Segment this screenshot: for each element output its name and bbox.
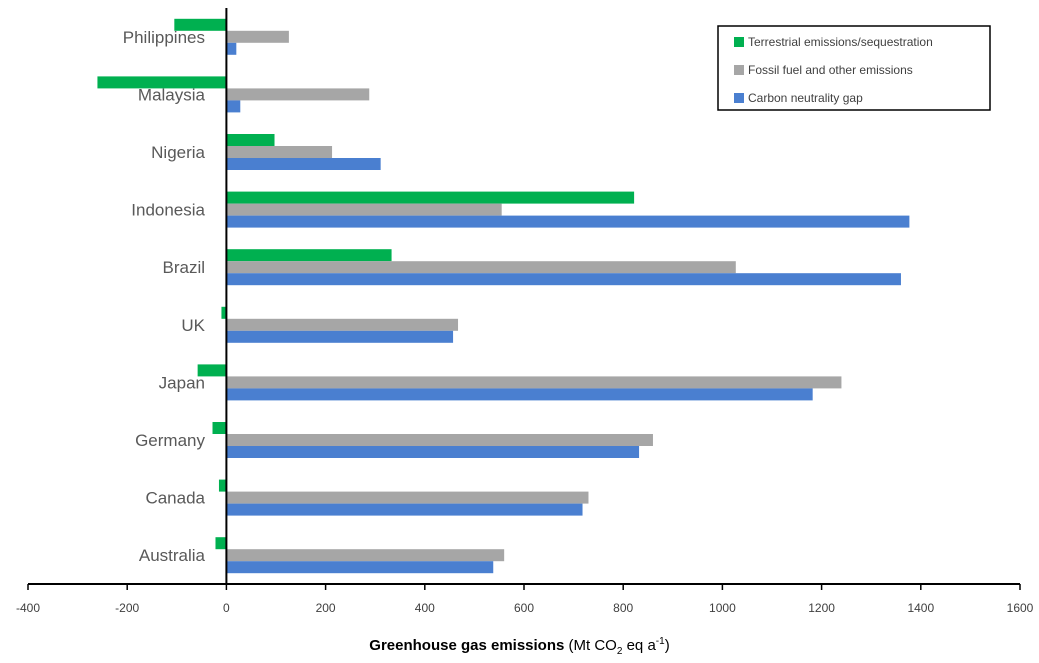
bar-australia-series-2 (226, 561, 494, 574)
bar-philippines-series-2 (226, 42, 237, 55)
bar-philippines-series-1 (226, 30, 289, 43)
x-tick-label-8: 1200 (808, 601, 835, 615)
bar-canada-series-2 (226, 503, 583, 516)
legend-box (717, 25, 991, 111)
bar-japan-series-0 (197, 364, 227, 377)
bar-malaysia-series-0 (97, 76, 227, 89)
bar-canada-series-0 (218, 479, 227, 492)
legend-swatch-0 (734, 37, 744, 47)
bar-indonesia-series-0 (226, 191, 635, 204)
bar-japan-series-2 (226, 388, 813, 401)
legend: Terrestrial emissions/sequestration Fossi… (717, 25, 991, 111)
category-label-japan: Japan (159, 373, 205, 392)
bar-canada-series-1 (226, 491, 589, 504)
x-tick-label-9: 1400 (907, 601, 934, 615)
category-label-canada: Canada (145, 489, 205, 508)
bar-germany-series-1 (226, 434, 653, 446)
x-tick-label-1: -200 (115, 601, 139, 615)
x-axis-label: Greenhouse gas emissions (Mt CO2 eq a-1) (0, 636, 1039, 657)
category-labels: Philippines Malaysia Nigeria Indonesia Brazi… (123, 28, 206, 565)
x-axis-label-unit-sub: 2 (616, 646, 623, 657)
legend-swatch-2 (734, 93, 744, 103)
category-label-philippines: Philippines (123, 28, 205, 47)
bar-germany-series-0 (212, 422, 227, 434)
x-axis-label-unit-suffix: ) (664, 637, 670, 654)
axes-group: -400 -200 0 200 400 600 800 1000 1200 1400 1600 (16, 8, 1034, 615)
bar-brazil-series-2 (226, 273, 901, 286)
x-tick-label-7: 1000 (709, 601, 736, 615)
bar-nigeria-series-2 (226, 158, 381, 170)
category-label-brazil: Brazil (162, 258, 205, 277)
x-tick-label-3: 200 (316, 601, 336, 615)
bar-nigeria-series-1 (226, 146, 333, 158)
x-tick-label-0: -400 (16, 601, 40, 615)
bar-australia-series-1 (226, 549, 505, 562)
bar-indonesia-series-1 (226, 203, 502, 216)
bar-malaysia-series-1 (226, 88, 370, 101)
legend-swatch-1 (734, 65, 744, 75)
bar-brazil-series-0 (226, 249, 392, 262)
category-label-indonesia: Indonesia (131, 201, 205, 220)
x-axis-label-main: Greenhouse gas emissions (369, 637, 565, 654)
bar-philippines-series-0 (174, 18, 227, 31)
x-tick-label-5: 600 (514, 601, 534, 615)
x-axis-label-unit-mid: eq a (622, 637, 656, 654)
bar-japan-series-1 (226, 376, 842, 389)
category-label-uk: UK (181, 316, 205, 335)
bar-uk-series-1 (226, 318, 459, 331)
x-axis-label-unit-sup: -1 (655, 636, 665, 647)
bar-uk-series-0 (221, 306, 227, 319)
bars-group (97, 18, 910, 574)
legend-label-0: Terrestrial emissions/sequestration (748, 35, 933, 49)
category-label-australia: Australia (139, 546, 206, 565)
legend-label-1: Fossil fuel and other emissions (748, 63, 913, 77)
bar-indonesia-series-2 (226, 215, 910, 228)
bar-nigeria-series-0 (226, 134, 275, 146)
x-tick-label-4: 400 (415, 601, 435, 615)
category-label-germany: Germany (135, 431, 205, 450)
bar-uk-series-2 (226, 330, 454, 343)
bar-germany-series-2 (226, 446, 640, 458)
bar-malaysia-series-2 (226, 100, 241, 113)
x-tick-label-2: 0 (223, 601, 230, 615)
bar-australia-series-0 (215, 537, 227, 550)
x-tick-label-10: 1600 (1007, 601, 1034, 615)
category-label-nigeria: Nigeria (151, 143, 205, 162)
bar-brazil-series-1 (226, 261, 736, 274)
x-tick-label-6: 800 (613, 601, 633, 615)
category-label-malaysia: Malaysia (138, 85, 206, 104)
x-axis-label-unit-prefix: (Mt CO (564, 637, 617, 654)
legend-label-2: Carbon neutrality gap (748, 91, 863, 105)
